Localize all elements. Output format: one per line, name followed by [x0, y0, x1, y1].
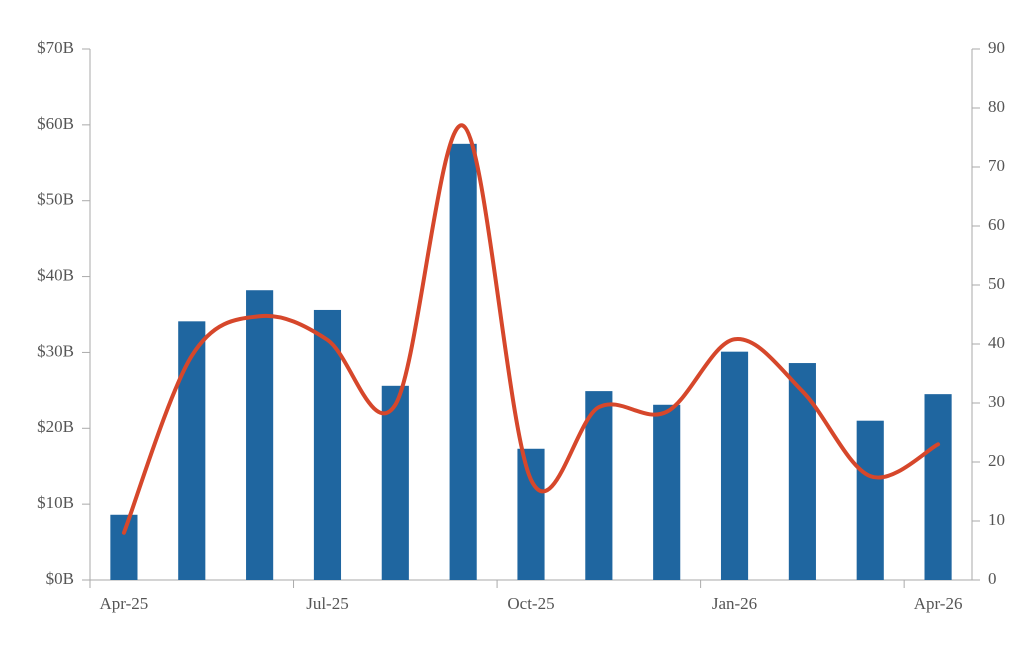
bar	[313, 309, 342, 580]
bar	[585, 391, 613, 580]
bar	[449, 143, 477, 581]
x-tick-label: Jul-25	[306, 594, 349, 613]
bar	[381, 385, 409, 580]
y2-tick-label: 30	[988, 392, 1005, 411]
bar	[517, 448, 545, 580]
bar	[653, 404, 681, 580]
y-tick-label: $0B	[46, 569, 74, 588]
y-tick-label: $70B	[37, 38, 74, 57]
x-tick-label: Oct-25	[507, 594, 554, 613]
y2-tick-label: 10	[988, 510, 1005, 529]
y2-tick-label: 70	[988, 156, 1005, 175]
y-tick-label: $10B	[37, 493, 74, 512]
line	[121, 123, 941, 535]
y2-tick-label: 0	[988, 569, 997, 588]
bar	[720, 351, 749, 580]
bar	[924, 394, 952, 580]
x-tick-label: Apr-26	[914, 594, 963, 613]
y-tick-label: $40B	[37, 265, 74, 284]
bar	[246, 290, 274, 580]
x-tick-label: Jan-26	[712, 594, 757, 613]
y2-tick-label: 40	[988, 333, 1005, 352]
y2-tick-label: 60	[988, 215, 1005, 234]
y2-tick-label: 90	[988, 38, 1005, 57]
x-tick-label: Apr-25	[100, 594, 149, 613]
bar	[178, 321, 206, 580]
bar	[110, 514, 138, 580]
bar	[788, 363, 816, 580]
y2-tick-label: 50	[988, 274, 1005, 293]
y2-tick-label: 80	[988, 97, 1005, 116]
bar	[856, 420, 884, 580]
y-tick-label: $60B	[37, 114, 74, 133]
y-tick-label: $20B	[37, 417, 74, 436]
y2-tick-label: 20	[988, 451, 1005, 470]
y-tick-label: $30B	[37, 341, 74, 360]
y-tick-label: $50B	[37, 190, 74, 209]
